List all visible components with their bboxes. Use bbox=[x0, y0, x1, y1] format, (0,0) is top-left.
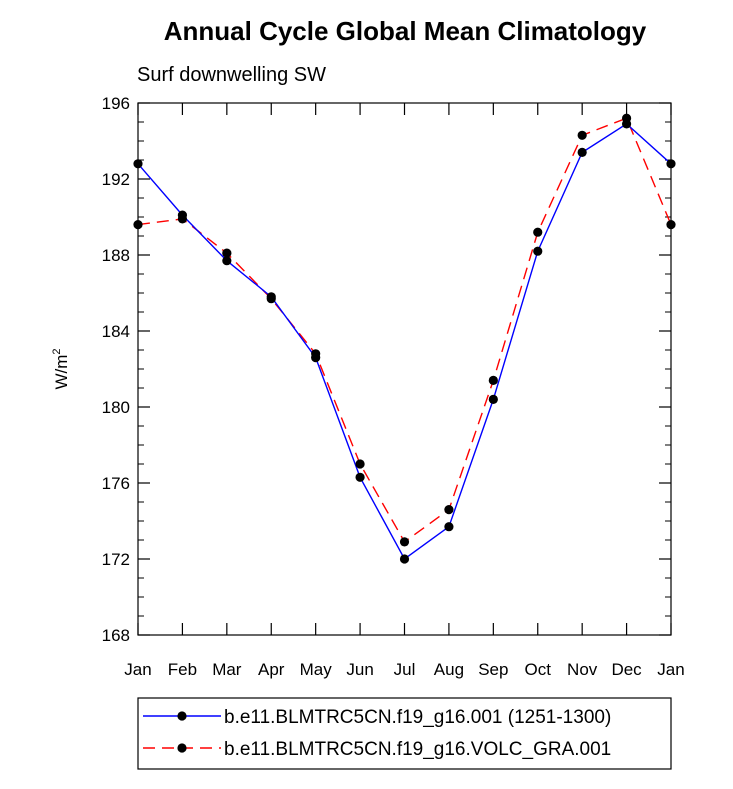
series-1-point bbox=[621, 119, 632, 129]
series-2-point bbox=[222, 248, 232, 258]
x-tick-label: Jun bbox=[346, 660, 373, 679]
series-line-2 bbox=[137, 117, 672, 543]
x-tick-label: Aug bbox=[434, 660, 464, 679]
series-2-point bbox=[399, 537, 410, 547]
y-tick-label: 176 bbox=[102, 474, 130, 493]
y-tick-label: 192 bbox=[102, 170, 130, 189]
series-1-point bbox=[577, 147, 587, 157]
series-2-point bbox=[577, 130, 587, 140]
x-tick-label: Nov bbox=[567, 660, 598, 679]
series-1-point bbox=[488, 394, 498, 404]
series-1-point bbox=[355, 472, 365, 482]
chart-subtitle: Surf downwelling SW bbox=[137, 64, 326, 86]
y-tick-label: 168 bbox=[102, 626, 130, 645]
x-tick-label: May bbox=[300, 660, 333, 679]
series-1-point bbox=[399, 554, 410, 564]
legend-marker-1 bbox=[177, 711, 187, 721]
series-1-point bbox=[444, 522, 454, 532]
legend-marker-2 bbox=[177, 743, 187, 753]
x-tick-label: Oct bbox=[525, 660, 552, 679]
y-tick-label: 184 bbox=[102, 322, 130, 341]
plot-frame bbox=[137, 102, 672, 636]
series-1-point bbox=[266, 292, 276, 302]
legend-label-1: b.e11.BLMTRC5CN.f19_g16.001 (1251-1300) bbox=[224, 707, 611, 728]
series-layer bbox=[133, 113, 676, 564]
series-1-point bbox=[222, 256, 232, 266]
legend-label-2: b.e11.BLMTRC5CN.f19_g16.VOLC_GRA.001 bbox=[224, 739, 611, 760]
y-tick-label: 172 bbox=[102, 550, 130, 569]
x-tick-label: Jan bbox=[657, 660, 684, 679]
y-axis-label: W/m2 bbox=[51, 348, 71, 389]
legend-box bbox=[137, 697, 672, 770]
series-1-point bbox=[177, 210, 188, 220]
axis-ticks: 168 172 176 180 184 188 192 196 Jan Feb Mar Apr May J… bbox=[102, 94, 685, 679]
series-2-point bbox=[488, 375, 498, 385]
series-2-point bbox=[355, 459, 365, 469]
x-tick-label: Jan bbox=[124, 660, 151, 679]
chart-title: Annual Cycle Global Mean Climatology bbox=[164, 16, 647, 46]
x-tick-label: Mar bbox=[212, 660, 242, 679]
series-line-1 bbox=[137, 123, 672, 561]
x-tick-label: Apr bbox=[258, 660, 285, 679]
x-tick-label: Feb bbox=[168, 660, 197, 679]
x-tick-label: Sep bbox=[478, 660, 508, 679]
series-1-point bbox=[311, 353, 321, 363]
series-1-point bbox=[533, 246, 543, 256]
y-tick-label: 188 bbox=[102, 246, 130, 265]
x-tick-label: Dec bbox=[611, 660, 642, 679]
y-tick-label: 196 bbox=[102, 94, 130, 113]
legend: b.e11.BLMTRC5CN.f19_g16.001 (1251-1300) b… bbox=[137, 697, 672, 770]
series-2-point bbox=[533, 227, 543, 237]
y-tick-label: 180 bbox=[102, 398, 130, 417]
series-2-point bbox=[444, 505, 454, 515]
x-tick-label: Jul bbox=[394, 660, 416, 679]
